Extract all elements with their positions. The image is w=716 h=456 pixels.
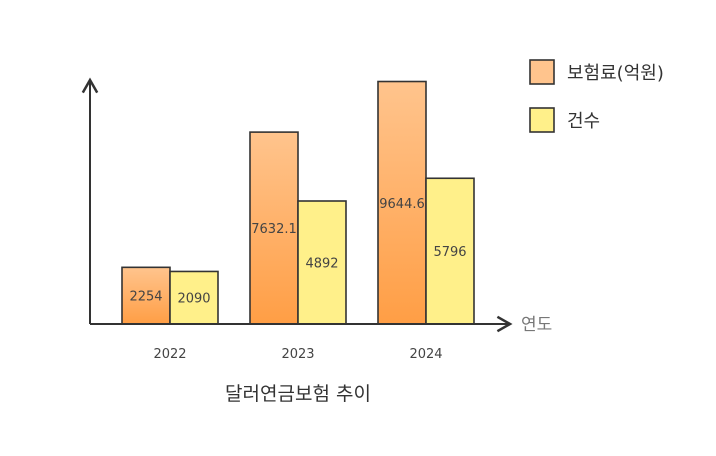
data-label-count-2022: 2090 (177, 292, 210, 307)
bar-count-2022 (169, 270, 219, 325)
bar-premium-2023 (249, 131, 299, 325)
bar-premium-2022 (121, 266, 171, 325)
bar-count-2023 (297, 200, 347, 325)
chart-title: 달러연금보험 추이 (225, 383, 371, 405)
legend-label-premium: 보험료(억원) (567, 63, 664, 84)
x-tick-labels: 2022 2023 2024 (153, 347, 442, 362)
legend-swatch-count (529, 107, 555, 133)
legend-swatch-premium (529, 59, 555, 85)
data-label-premium-2024: 9644.6 (379, 197, 425, 212)
x-tick-label-2022: 2022 (153, 347, 186, 362)
data-label-count-2024: 5796 (433, 245, 466, 260)
data-label-count-2023: 4892 (305, 257, 338, 272)
data-label-premium-2022: 2254 (129, 290, 162, 305)
bars-group (121, 80, 475, 325)
x-axis-title: 연도 (521, 315, 552, 335)
bar-count-2024 (425, 177, 475, 325)
legend-label-count: 건수 (567, 111, 600, 132)
data-labels-group: 2254 2090 7632.1 4892 9644.6 5796 (129, 197, 466, 307)
legend: 보험료(억원) 건수 (529, 59, 664, 133)
data-label-premium-2023: 7632.1 (251, 222, 297, 237)
x-tick-label-2023: 2023 (281, 347, 314, 362)
x-tick-label-2024: 2024 (409, 347, 442, 362)
